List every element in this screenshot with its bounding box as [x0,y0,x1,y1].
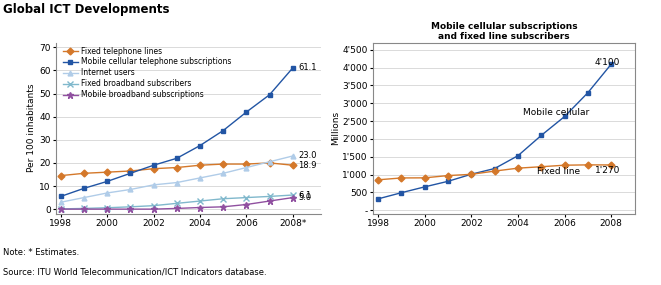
Fixed telephone lines [289,164,297,167]
Mobile cellular telephone subscriptions [80,187,88,190]
Mobile cellular telephone subscriptions [103,180,111,183]
Mobile cellular telephone subscriptions [149,164,157,167]
Fixed broadband subscribers [80,207,88,210]
Fixed broadband subscribers [289,193,297,197]
Text: 6.1: 6.1 [299,191,312,200]
Legend: Fixed telephone lines, Mobile cellular telephone subscriptions, Internet users, : Fixed telephone lines, Mobile cellular t… [63,46,231,99]
Mobile broadband subscriptions [103,207,111,211]
Mobile broadband subscriptions [57,207,65,211]
Y-axis label: Millions: Millions [330,111,340,145]
Fixed broadband subscribers [219,197,227,200]
Mobile cellular telephone subscriptions [243,110,251,114]
Internet users [219,172,227,175]
Fixed telephone lines [57,174,65,177]
Line: Mobile cellular telephone subscriptions: Mobile cellular telephone subscriptions [58,66,295,199]
Text: 4'100: 4'100 [595,58,620,67]
Fixed broadband subscribers [173,202,180,205]
Line: Fixed telephone lines: Fixed telephone lines [58,160,295,178]
Mobile cellular telephone subscriptions [266,93,274,96]
Text: Mobile cellular: Mobile cellular [523,108,589,117]
Fixed broadband subscribers [126,205,134,209]
Fixed telephone lines [103,170,111,174]
Internet users [289,154,297,158]
Text: Fixed line: Fixed line [537,167,580,176]
Fixed telephone lines [219,162,227,166]
Mobile broadband subscriptions [289,196,297,199]
Text: 5.0: 5.0 [299,193,312,202]
Text: Mobile cellular subscriptions
and fixed line subscribers: Mobile cellular subscriptions and fixed … [431,22,577,41]
Internet users [243,166,251,169]
Internet users [57,200,65,204]
Mobile broadband subscriptions [126,207,134,211]
Mobile cellular telephone subscriptions [57,195,65,198]
Mobile cellular telephone subscriptions [289,66,297,70]
Fixed telephone lines [149,167,157,170]
Fixed broadband subscribers [57,207,65,211]
Mobile cellular telephone subscriptions [126,172,134,175]
Y-axis label: Per 100 inhabitants: Per 100 inhabitants [27,84,36,172]
Mobile cellular telephone subscriptions [196,144,204,147]
Internet users [266,160,274,164]
Internet users [173,181,180,184]
Mobile cellular telephone subscriptions [173,156,180,160]
Text: 23.0: 23.0 [299,152,317,160]
Fixed telephone lines [243,162,251,166]
Internet users [80,196,88,199]
Fixed telephone lines [266,161,274,165]
Internet users [103,191,111,195]
Text: Note: * Estimates.: Note: * Estimates. [3,248,79,257]
Text: Global ICT Developments: Global ICT Developments [3,3,170,16]
Mobile broadband subscriptions [219,205,227,209]
Mobile cellular telephone subscriptions [219,129,227,132]
Fixed broadband subscribers [266,195,274,198]
Fixed telephone lines [173,166,180,169]
Line: Internet users: Internet users [58,154,295,205]
Fixed telephone lines [80,172,88,175]
Fixed broadband subscribers [103,206,111,209]
Mobile broadband subscriptions [266,199,274,203]
Internet users [126,188,134,191]
Fixed telephone lines [126,169,134,173]
Text: Source: ITU World Telecommunication/ICT Indicators database.: Source: ITU World Telecommunication/ICT … [3,268,267,277]
Line: Fixed broadband subscribers: Fixed broadband subscribers [58,192,295,212]
Mobile broadband subscriptions [173,207,180,210]
Mobile broadband subscriptions [196,206,204,209]
Mobile broadband subscriptions [149,207,157,211]
Text: 1'270: 1'270 [595,166,620,175]
Mobile broadband subscriptions [243,203,251,206]
Fixed broadband subscribers [243,196,251,199]
Mobile broadband subscriptions [80,207,88,211]
Fixed broadband subscribers [196,199,204,203]
Fixed telephone lines [196,164,204,167]
Internet users [149,183,157,187]
Fixed broadband subscribers [149,204,157,207]
Text: 18.9: 18.9 [299,161,317,170]
Text: 61.1: 61.1 [299,64,317,72]
Line: Mobile broadband subscriptions: Mobile broadband subscriptions [58,194,296,212]
Internet users [196,176,204,180]
